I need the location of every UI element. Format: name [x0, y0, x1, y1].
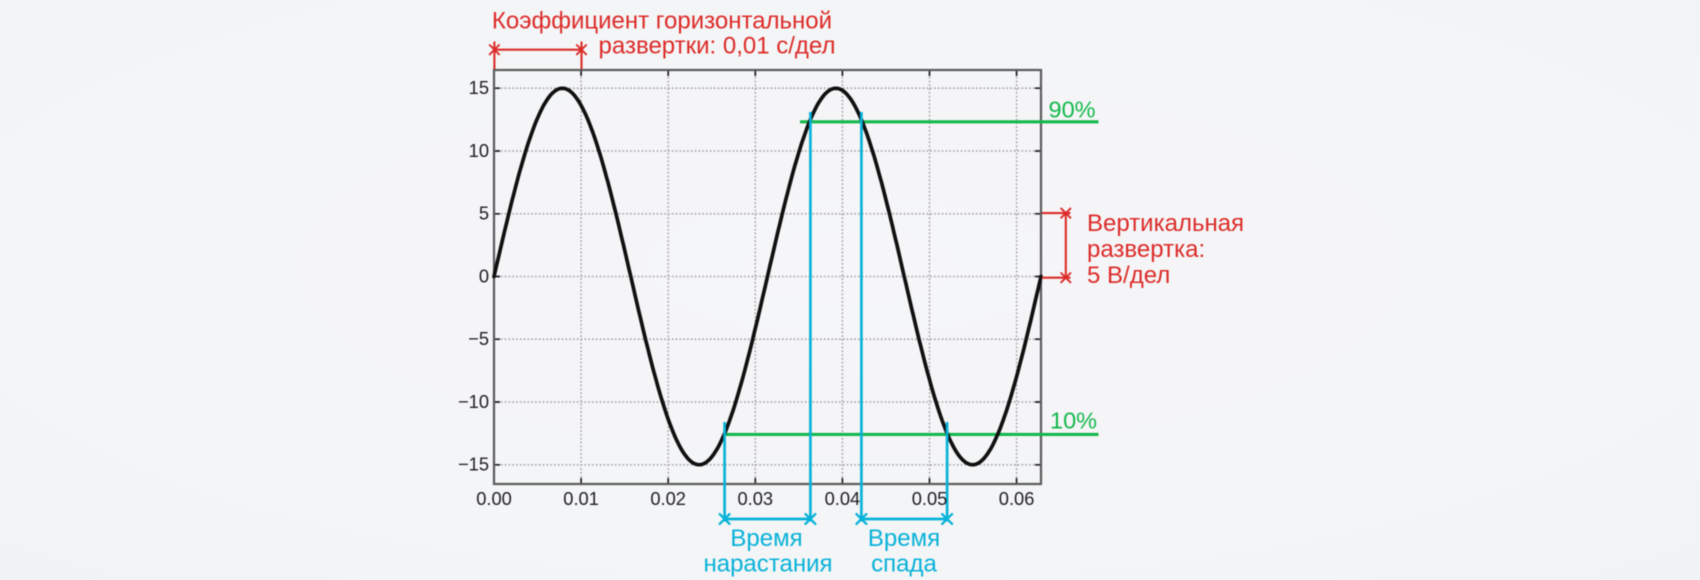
svg-text:развертки: 0,01 с/дел: развертки: 0,01 с/дел — [599, 33, 836, 60]
svg-text:спада: спада — [871, 551, 937, 578]
svg-text:90%: 90% — [1049, 97, 1096, 123]
svg-text:0.03: 0.03 — [738, 488, 774, 509]
svg-text:0.05: 0.05 — [912, 488, 948, 509]
svg-text:0.06: 0.06 — [999, 488, 1035, 509]
svg-text:10%: 10% — [1050, 408, 1097, 434]
svg-text:5 В/дел: 5 В/дел — [1087, 262, 1170, 289]
svg-text:Время: Время — [868, 525, 940, 552]
svg-text:0.01: 0.01 — [563, 488, 599, 509]
svg-text:15: 15 — [469, 77, 489, 98]
svg-text:−15: −15 — [458, 454, 489, 475]
svg-text:5: 5 — [479, 203, 489, 224]
svg-text:0.02: 0.02 — [650, 488, 686, 509]
svg-text:0.00: 0.00 — [476, 488, 512, 509]
svg-text:Вертикальная: Вертикальная — [1087, 210, 1244, 237]
svg-text:−10: −10 — [458, 391, 489, 412]
svg-text:нарастания: нарастания — [703, 551, 832, 578]
svg-text:Время: Время — [730, 525, 802, 552]
svg-text:развертка:: развертка: — [1087, 236, 1205, 263]
svg-text:0: 0 — [479, 265, 489, 286]
svg-text:10: 10 — [469, 140, 489, 161]
svg-text:0.04: 0.04 — [825, 488, 861, 509]
svg-text:−5: −5 — [468, 328, 489, 349]
svg-text:Коэффициент горизонтальной: Коэффициент горизонтальной — [492, 8, 832, 35]
